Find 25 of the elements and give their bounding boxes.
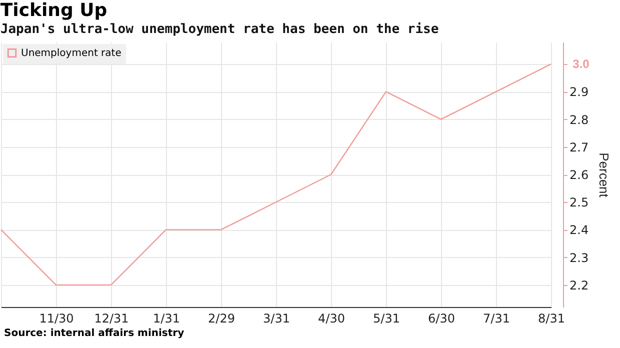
line-series: [0, 63, 552, 286]
chart-title: Ticking Up: [0, 0, 108, 21]
x-tick-label: 11/30: [39, 312, 74, 326]
y-tick-label: 2.6: [570, 168, 589, 182]
y-tick-label: 2.4: [570, 223, 589, 238]
x-tick-label: 2/29: [208, 312, 235, 326]
y-tick-label: 2.9: [570, 85, 589, 100]
data-label: 3.0: [572, 57, 590, 72]
y-tick-label: 2.8: [570, 112, 589, 127]
y-axis-title: Percent: [596, 152, 612, 198]
source-note: Source: internal affairs ministry: [4, 328, 186, 339]
x-tick-label: 6/30: [428, 312, 455, 326]
x-tick-label: 1/31: [153, 312, 180, 326]
x-tick-label: 7/31: [483, 312, 510, 326]
y-tick-label: 2.7: [570, 140, 589, 154]
y-tick-label: 2.3: [570, 250, 589, 265]
x-tick-label: 4/30: [318, 312, 345, 326]
y-tick-label: 2.2: [570, 278, 589, 292]
x-tick-label: 8/31: [538, 312, 565, 326]
chart-subtitle: Japan's ultra-low unemployment rate has been on the rise: [0, 22, 439, 37]
y-tick-label: 2.5: [570, 196, 589, 210]
x-tick-label: 3/31: [263, 312, 290, 326]
x-tick-label: 12/31: [94, 312, 129, 326]
x-tick-label: 5/31: [373, 312, 400, 326]
legend-label: Unemployment rate: [21, 48, 122, 59]
